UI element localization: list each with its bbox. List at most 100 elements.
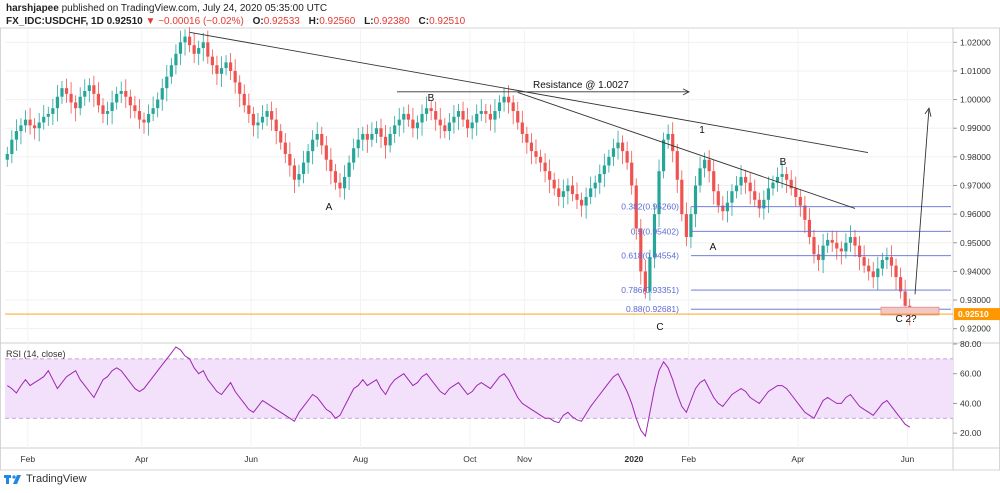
candle-body: [880, 259, 884, 269]
candle-body: [329, 159, 333, 172]
ohlc-line: FX_IDC:USDCHF, 1D 0.92510 ▼ −0.00016 (−0…: [6, 15, 465, 28]
high-label: H:: [308, 16, 320, 27]
candle-body: [894, 265, 898, 278]
candle-body: [630, 162, 634, 186]
candle-body: [33, 125, 37, 129]
candle-body: [10, 139, 14, 154]
candle-body: [543, 162, 547, 172]
candle-body: [306, 151, 310, 163]
publish-line: harshjapee published on TradingView.com,…: [6, 2, 465, 15]
candle-body: [119, 91, 123, 94]
candle-body: [265, 111, 269, 117]
publisher-name[interactable]: harshjapee: [6, 3, 59, 14]
candle-body: [771, 182, 775, 189]
candle-body: [388, 133, 392, 146]
candle-body: [96, 93, 101, 106]
low-value: 0.92380: [373, 16, 410, 27]
candle-body: [46, 113, 50, 117]
candle-body: [315, 133, 319, 140]
candle-body: [169, 65, 173, 77]
candle-body: [657, 171, 661, 215]
candle-body: [288, 154, 292, 166]
rsi-y-tick-label: 80.00: [960, 339, 982, 349]
candle-body: [548, 171, 552, 180]
candle-body: [812, 237, 816, 255]
candle-body: [712, 171, 716, 192]
candle-body: [570, 185, 575, 195]
candle-body: [215, 65, 219, 74]
candle-body: [775, 176, 780, 183]
high-value: 0.92560: [319, 16, 356, 27]
candle-body: [871, 271, 875, 278]
candle-body: [693, 185, 698, 215]
candle-body: [393, 125, 397, 134]
x-tick-label: Aug: [353, 454, 368, 464]
candle-body: [584, 196, 588, 206]
candle-body: [242, 93, 246, 106]
candle-body: [748, 182, 752, 192]
candle-body: [780, 174, 784, 177]
candle-body: [411, 119, 415, 129]
candle-body: [798, 196, 802, 206]
candle-body: [803, 205, 807, 220]
candle-body: [165, 76, 169, 89]
candle-body: [762, 199, 766, 209]
tradingview-footer[interactable]: TradingView: [4, 473, 87, 485]
x-tick-label: Apr: [135, 454, 148, 464]
candle-body: [557, 188, 561, 197]
candle-body: [74, 102, 78, 109]
candle-body: [684, 214, 688, 238]
candle-body: [333, 171, 338, 183]
candle-body: [64, 88, 69, 94]
projection-arrow-icon: [924, 107, 932, 117]
candle-body: [115, 93, 119, 103]
candle-body: [187, 36, 192, 46]
candle-body: [5, 154, 9, 160]
fib-level-label: 0.382(0.95260): [621, 202, 679, 212]
candle-body: [561, 191, 565, 197]
candle-body: [201, 42, 205, 49]
resistance-label: Resistance @ 1.0027: [533, 80, 629, 91]
last-price: 0.92510: [106, 16, 143, 27]
symbol-label: FX_IDC:USDCHF, 1D: [6, 16, 104, 27]
candle-body: [607, 156, 611, 166]
candle-body: [23, 119, 28, 126]
candle-body: [689, 214, 693, 238]
candle-body: [37, 122, 41, 129]
candle-body: [443, 125, 447, 132]
candle-body: [402, 113, 406, 120]
candle-body: [475, 113, 479, 123]
candle-body: [101, 105, 105, 114]
candle-body: [192, 45, 196, 54]
candle-body: [14, 131, 18, 140]
y-tick-label: 0.95000: [960, 238, 991, 248]
candle-body: [589, 188, 593, 197]
candle-body: [716, 191, 720, 206]
resistance-arrow-icon: [682, 88, 691, 96]
candle-body: [529, 142, 534, 152]
open-label: O:: [252, 16, 264, 27]
candle-body: [379, 128, 383, 137]
price-change: ▼ −0.00016 (−0.02%): [145, 16, 244, 27]
y-tick-label: 0.92000: [960, 324, 991, 334]
candle-body: [447, 122, 451, 132]
candle-body: [142, 119, 146, 123]
candle-body: [639, 228, 643, 272]
low-label: L:: [364, 16, 374, 27]
candle-body: [826, 239, 830, 246]
candle-body: [124, 91, 128, 97]
candle-body: [516, 111, 520, 123]
candle-body: [256, 122, 260, 126]
candle-body: [789, 179, 793, 189]
candle-body: [238, 82, 242, 94]
candle-body: [794, 188, 798, 197]
candle-body: [470, 122, 474, 129]
candle-body: [744, 176, 748, 183]
candle-body: [534, 151, 538, 157]
candle-body: [753, 191, 757, 200]
candle-body: [274, 119, 278, 132]
candle-body: [206, 42, 210, 57]
x-tick-label: Jun: [901, 454, 915, 464]
candle-body: [229, 62, 233, 71]
